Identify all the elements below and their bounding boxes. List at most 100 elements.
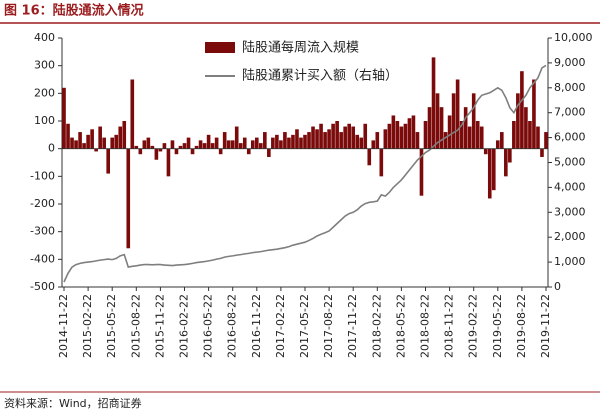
bar: [415, 132, 420, 149]
bar: [110, 137, 115, 149]
y-tick-label: 0: [48, 142, 55, 155]
bar: [359, 137, 364, 149]
bar: [363, 123, 368, 149]
bar: [463, 107, 468, 149]
bar: [146, 137, 151, 149]
bar: [74, 140, 78, 149]
bar: [182, 143, 187, 149]
y-tick-label: 100: [34, 114, 55, 127]
bar: [520, 71, 524, 149]
y2-tick-label: 8,000: [554, 81, 586, 94]
x-tick-label: 2015-05-22: [105, 294, 118, 358]
x-tick-label: 2014-11-22: [57, 294, 70, 358]
bar: [403, 123, 408, 149]
x-tick-label: 2018-02-22: [370, 294, 383, 358]
bar: [491, 148, 496, 191]
x-tick-label: 2018-08-22: [418, 294, 431, 358]
y2-tick-label: 0: [554, 280, 561, 293]
legend-label: 陆股通每周流入规模: [242, 40, 359, 56]
bar: [303, 134, 307, 149]
bar: [339, 132, 343, 149]
bar: [323, 132, 327, 149]
bar: [399, 126, 404, 149]
bar: [387, 123, 392, 149]
bar: [86, 134, 90, 149]
x-tick-label: 2019-05-22: [491, 294, 504, 358]
bar: [467, 126, 472, 149]
bar: [287, 137, 291, 149]
bar: [371, 140, 376, 149]
bar: [230, 140, 235, 149]
bar: [299, 137, 303, 149]
y2-tick-label: 2,000: [554, 230, 586, 243]
x-tick-label: 2016-02-22: [178, 294, 191, 358]
x-tick-label: 2015-11-22: [153, 294, 166, 358]
bar: [423, 121, 428, 149]
bar: [319, 123, 323, 149]
bar: [275, 134, 279, 149]
bar: [391, 115, 396, 149]
bar: [242, 137, 247, 149]
bar: [106, 148, 110, 174]
bar: [250, 140, 255, 149]
bar: [307, 132, 311, 149]
x-tick-label: 2019-11-22: [539, 294, 552, 358]
bar: [291, 134, 295, 149]
bar: [351, 126, 356, 149]
y2-tick-label: 1,000: [554, 255, 586, 268]
x-tick-label: 2017-02-22: [274, 294, 287, 358]
bar: [246, 148, 251, 155]
bar: [198, 140, 203, 149]
bar: [544, 132, 548, 149]
bar: [516, 93, 520, 149]
bar: [134, 145, 139, 149]
bar: [383, 129, 388, 149]
bar: [150, 145, 155, 149]
bar: [186, 137, 191, 149]
bar: [126, 148, 131, 249]
bar: [483, 148, 488, 155]
bar: [158, 148, 163, 152]
bar: [471, 93, 476, 149]
bar: [66, 123, 70, 149]
bar: [178, 145, 183, 149]
x-tick-label: 2016-08-22: [226, 294, 239, 358]
bar: [122, 121, 127, 149]
bar: [439, 107, 444, 149]
bar: [407, 118, 412, 149]
y-tick-label: -200: [30, 197, 55, 210]
bar: [170, 140, 175, 149]
bar: [98, 126, 102, 149]
bar: [78, 132, 82, 149]
bar: [443, 132, 448, 149]
bar: [254, 137, 259, 149]
bar: [154, 148, 159, 160]
bar: [375, 132, 380, 149]
y-tick-label: -300: [30, 225, 55, 238]
bar: [435, 93, 440, 149]
y-tick-label: 200: [34, 86, 55, 99]
bar: [118, 126, 123, 149]
bar: [210, 143, 215, 149]
y-tick-label: 300: [34, 59, 55, 72]
bar: [218, 148, 223, 155]
bar: [279, 140, 283, 149]
bar: [114, 134, 119, 149]
bar: [447, 115, 452, 149]
bar: [82, 143, 86, 149]
bar: [102, 137, 106, 149]
bar: [267, 148, 271, 157]
y2-tick-label: 5,000: [554, 156, 586, 169]
bar: [532, 79, 536, 149]
bar: [508, 148, 512, 163]
bar: [238, 143, 243, 149]
legend-swatch-bar: [205, 42, 235, 53]
bar: [331, 123, 335, 149]
bar: [202, 143, 207, 149]
x-tick-label: 2016-11-22: [250, 294, 263, 358]
bar: [427, 107, 432, 149]
y-tick-label: -100: [30, 169, 55, 182]
bar: [130, 79, 135, 149]
y-tick-label: -500: [30, 280, 55, 293]
y2-tick-label: 7,000: [554, 106, 586, 119]
